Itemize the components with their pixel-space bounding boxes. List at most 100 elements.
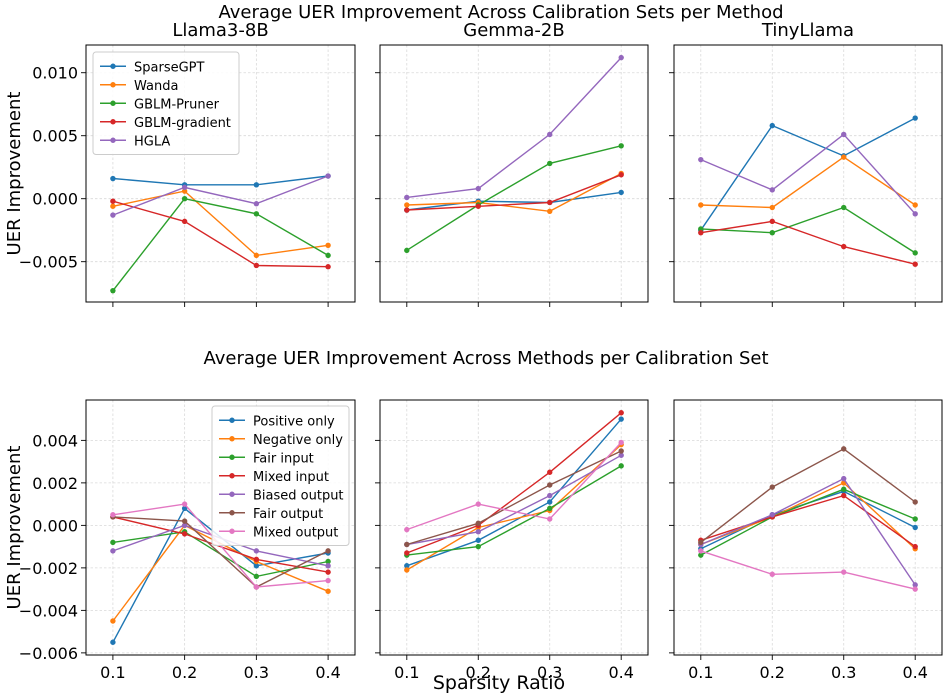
data-point-hgla [253,201,260,207]
data-point-fair-output [325,548,331,554]
data-point-sparsegpt [769,122,775,129]
data-point-hgla [618,54,624,61]
legend-label-positive-only: Positive only [253,414,335,429]
data-point-mixed-output [253,584,260,590]
data-point-mixed-input [841,492,847,499]
data-point-biased-output [110,548,116,554]
data-point-gblm-pruner [253,211,260,217]
data-point-mixed-output [325,577,331,584]
series-line-wanda [406,172,622,213]
series-line-mixed-input [112,516,329,573]
data-point-biased-output [325,563,331,569]
legend-marker-gblm-pruner [110,100,116,106]
x-tick-label: 0.2 [466,663,491,682]
data-point-mixed-input [181,531,188,537]
legend-marker-gblm-gradient [110,119,116,125]
y-tick-label: −0.006 [19,644,78,663]
legend-label-biased-output: Biased output [253,488,344,503]
series-line-fair-output [406,450,622,546]
y-tick-label: −0.004 [19,601,78,620]
legend-label-negative-only: Negative only [253,433,343,448]
legend-marker-wanda [110,82,116,88]
x-tick-label: 0.4 [902,663,927,682]
series-line-sparsegpt [700,117,916,231]
data-point-wanda [769,204,775,211]
data-point-gblm-pruner [698,226,704,232]
series-line-mixed-output [700,550,916,590]
series-line-sparsegpt [112,175,329,186]
data-point-gblm-pruner [618,143,624,149]
figure-title-top: Average UER Improvement Across Calibrati… [218,2,783,23]
data-point-mixed-input [253,556,260,563]
data-point-sparsegpt [253,182,260,188]
data-point-fair-input [325,558,331,565]
data-point-biased-output [618,452,624,458]
legend-marker-biased-output [229,491,235,497]
series-line-wanda [112,190,329,257]
subplot-title: Gemma-2B [463,20,564,41]
series-line-fair-output [112,516,329,588]
data-point-fair-input [618,463,624,469]
y-tick-label: 0.002 [32,474,78,493]
figure-x-label: Sparsity Ratio [433,672,565,694]
data-point-mixed-input [325,569,331,575]
data-point-sparsegpt [618,189,624,196]
data-point-mixed-output [841,569,847,575]
data-point-fair-output [181,518,188,524]
data-point-positive-only [404,563,410,569]
legend-label-gblm-pruner: GBLM-Pruner [134,97,220,112]
data-point-gblm-gradient [698,230,704,236]
data-point-biased-output [769,512,775,518]
x-tick-label: 0.1 [394,663,419,682]
data-point-gblm-gradient [110,198,116,204]
series-line-mixed-input [700,494,916,548]
legend-label-fair-output: Fair output [253,507,323,522]
panel-6: 0.1 0.2 0.3 0.4 [669,399,943,682]
data-point-wanda [181,188,188,194]
data-point-mixed-output [618,439,624,446]
data-point-gblm-pruner [769,230,775,236]
data-point-gblm-pruner [181,195,188,202]
data-point-hgla [475,185,481,192]
panel-5: 0.1 0.2 0.3 0.4 [375,399,649,682]
subplot-title: Llama3-8B [172,20,268,41]
series-line-hgla [112,175,329,216]
data-point-positive-only [253,563,260,569]
data-point-gblm-pruner [325,252,331,259]
data-point-fair-input [912,516,918,522]
axes-frame [85,44,356,303]
data-point-gblm-gradient [618,172,624,178]
data-point-sparsegpt [912,115,918,121]
series-line-gblm-gradient [700,220,916,265]
data-point-fair-input [110,539,116,546]
x-tick-label: 0.3 [537,663,562,682]
data-point-wanda [404,202,410,208]
data-point-mixed-output [547,516,553,522]
data-point-sparsegpt [110,175,116,182]
legend-marker-fair-input [229,454,235,460]
data-point-positive-only [110,639,116,645]
data-point-wanda [841,154,847,160]
data-point-hgla [404,194,410,201]
panel-4: −0.006 −0.004 −0.002 0.000 0.002 0.004 0.1 0.2 0… [4,399,356,682]
data-point-positive-only [181,505,188,512]
x-tick-label: 0.4 [608,663,633,682]
legend: Positive only Negative only Fair input Mixe… [211,405,350,546]
data-point-positive-only [618,416,624,422]
y-axis-label: UER Improvement [4,446,25,610]
data-point-hgla [769,187,775,193]
series-line-negative-only [700,482,916,550]
series-line-wanda [700,156,916,209]
series-line-positive-only [406,418,622,567]
y-tick-label: 0.004 [32,431,78,450]
x-tick-label: 0.3 [244,663,269,682]
data-point-fair-input [841,486,847,492]
series-line-biased-output [406,454,622,546]
legend-label-hgla: HGLA [134,134,170,149]
data-point-fair-output [404,541,410,548]
data-point-wanda [698,202,704,208]
data-point-fair-output [912,499,918,505]
data-point-wanda [912,202,918,208]
data-point-fair-output [769,484,775,490]
x-tick-label: 0.2 [172,663,197,682]
